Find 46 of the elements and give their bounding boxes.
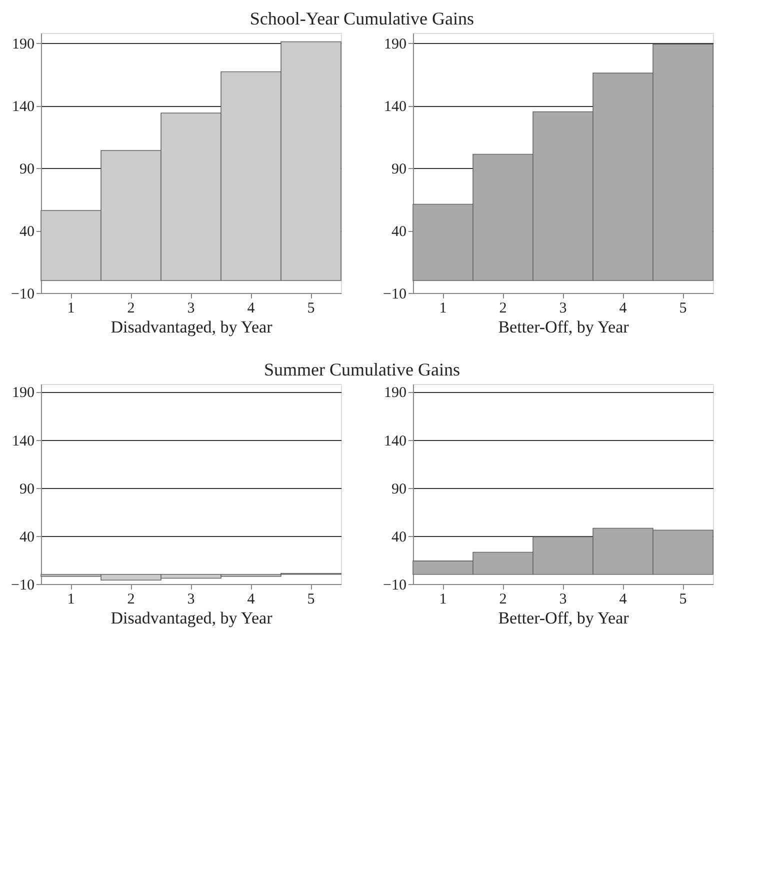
y-tick-label: 140 bbox=[384, 99, 406, 115]
y-tick-label: −10 bbox=[383, 286, 406, 302]
x-tick-label: 2 bbox=[127, 592, 135, 608]
y-tick-label: −10 bbox=[383, 578, 406, 594]
y-tick-label: 190 bbox=[384, 36, 406, 52]
chart-title: School-Year Cumulative Gains bbox=[250, 8, 474, 28]
y-tick-label: 40 bbox=[20, 224, 34, 240]
x-tick-label: 4 bbox=[247, 300, 256, 316]
x-tick-label: 1 bbox=[67, 300, 75, 316]
y-tick-label: 190 bbox=[12, 385, 34, 402]
x-axis-title: Better-Off, by Year bbox=[498, 608, 630, 628]
y-tick-label: 90 bbox=[20, 162, 34, 178]
y-tick-label: 40 bbox=[392, 529, 406, 546]
x-tick-label: 3 bbox=[559, 592, 567, 608]
chart-title: Summer Cumulative Gains bbox=[264, 360, 460, 380]
y-tick-label: 140 bbox=[384, 433, 406, 450]
x-tick-label: 3 bbox=[187, 592, 195, 608]
x-tick-label: 2 bbox=[499, 300, 507, 316]
x-tick-label: 1 bbox=[439, 592, 447, 608]
x-tick-label: 3 bbox=[559, 300, 567, 316]
y-tick-label: 90 bbox=[392, 162, 406, 178]
x-tick-label: 2 bbox=[499, 592, 507, 608]
x-tick-label: 4 bbox=[619, 592, 628, 608]
y-tick-label: 90 bbox=[392, 481, 406, 498]
y-tick-label: 140 bbox=[12, 99, 34, 115]
x-tick-label: 5 bbox=[679, 592, 687, 608]
x-tick-label: 5 bbox=[307, 592, 315, 608]
x-tick-label: 4 bbox=[247, 592, 256, 608]
x-tick-label: 2 bbox=[127, 300, 135, 316]
x-axis-title: Better-Off, by Year bbox=[498, 318, 630, 336]
x-tick-label: 4 bbox=[619, 300, 628, 316]
y-tick-label: 140 bbox=[12, 433, 34, 450]
y-tick-label: 190 bbox=[12, 36, 34, 52]
y-tick-label: 190 bbox=[384, 385, 406, 402]
x-tick-label: 5 bbox=[679, 300, 687, 316]
x-tick-label: 1 bbox=[67, 592, 75, 608]
x-axis-title: Disadvantaged, by Year bbox=[110, 318, 273, 336]
y-tick-label: −10 bbox=[11, 286, 34, 302]
x-tick-label: 5 bbox=[307, 300, 315, 316]
y-tick-label: 90 bbox=[20, 481, 34, 498]
x-tick-label: 3 bbox=[187, 300, 195, 316]
y-tick-label: −10 bbox=[11, 578, 34, 594]
y-tick-label: 40 bbox=[392, 224, 406, 240]
y-tick-label: 40 bbox=[20, 529, 34, 546]
x-axis-title: Disadvantaged, by Year bbox=[110, 608, 273, 628]
x-tick-label: 1 bbox=[439, 300, 447, 316]
